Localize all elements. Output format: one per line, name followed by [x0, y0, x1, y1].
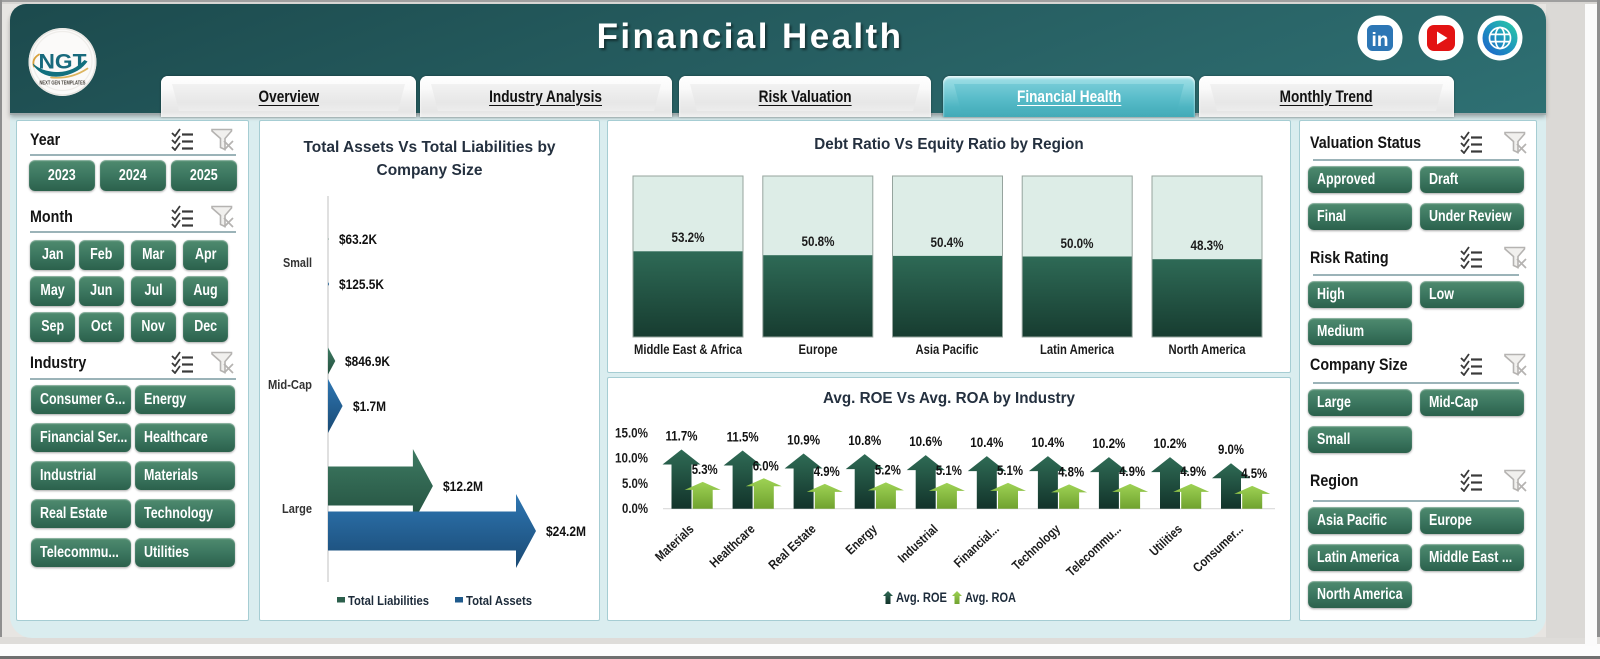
- svg-text:Small: Small: [283, 255, 312, 270]
- svg-text:50.8%: 50.8%: [802, 234, 835, 249]
- svg-text:5.0%: 5.0%: [622, 476, 648, 491]
- svg-text:53.2%: 53.2%: [672, 230, 705, 245]
- svg-text:5.1%: 5.1%: [936, 463, 962, 478]
- svg-text:4.9%: 4.9%: [1180, 464, 1206, 479]
- svg-text:$1.7M: $1.7M: [353, 399, 386, 414]
- svg-text:15.0%: 15.0%: [615, 425, 648, 440]
- svg-text:5.3%: 5.3%: [692, 462, 718, 477]
- svg-text:Energy: Energy: [842, 521, 880, 558]
- svg-text:6.0%: 6.0%: [753, 458, 779, 473]
- svg-text:$125.5K: $125.5K: [339, 277, 384, 292]
- svg-text:4.8%: 4.8%: [1058, 464, 1084, 479]
- svg-text:Middle East & Africa: Middle East & Africa: [634, 342, 742, 357]
- svg-text:North America: North America: [1169, 342, 1246, 357]
- svg-text:Utilities: Utilities: [1146, 521, 1185, 559]
- svg-text:4.5%: 4.5%: [1241, 466, 1267, 481]
- svg-text:4.9%: 4.9%: [1119, 464, 1145, 479]
- svg-text:50.0%: 50.0%: [1061, 236, 1094, 251]
- svg-text:Consumer...: Consumer...: [1190, 521, 1246, 575]
- svg-text:10.4%: 10.4%: [970, 435, 1003, 450]
- svg-text:10.9%: 10.9%: [787, 433, 820, 448]
- svg-text:Financial...: Financial...: [951, 521, 1002, 570]
- svg-text:Europe: Europe: [799, 342, 838, 357]
- svg-text:Total Liabilities: Total Liabilities: [348, 594, 429, 608]
- svg-text:NGT: NGT: [39, 51, 87, 74]
- svg-text:5.1%: 5.1%: [997, 463, 1023, 478]
- svg-text:Industrial: Industrial: [895, 521, 941, 565]
- svg-text:11.7%: 11.7%: [666, 429, 698, 444]
- svg-text:$63.2K: $63.2K: [339, 232, 377, 247]
- svg-text:10.4%: 10.4%: [1031, 435, 1064, 450]
- svg-text:0.0%: 0.0%: [622, 501, 648, 516]
- svg-text:Real Estate: Real Estate: [765, 521, 818, 572]
- svg-text:Telecommu...: Telecommu...: [1063, 521, 1124, 579]
- svg-text:Large: Large: [282, 501, 312, 516]
- svg-text:Healthcare: Healthcare: [706, 521, 757, 570]
- svg-text:NEXT GEN TEMPLATES: NEXT GEN TEMPLATES: [40, 81, 86, 87]
- svg-text:Technology: Technology: [1009, 521, 1064, 573]
- svg-text:Asia Pacific: Asia Pacific: [916, 342, 979, 357]
- svg-text:Latin America: Latin America: [1040, 342, 1114, 357]
- svg-text:11.5%: 11.5%: [727, 430, 759, 445]
- svg-text:Mid-Cap: Mid-Cap: [268, 377, 312, 392]
- svg-text:10.8%: 10.8%: [848, 433, 881, 448]
- svg-text:10.2%: 10.2%: [1092, 436, 1125, 451]
- svg-text:Avg. ROA: Avg. ROA: [965, 590, 1016, 605]
- svg-text:48.3%: 48.3%: [1191, 238, 1224, 253]
- svg-text:10.2%: 10.2%: [1154, 436, 1187, 451]
- svg-text:Materials: Materials: [652, 521, 697, 564]
- svg-text:$846.9K: $846.9K: [345, 354, 390, 369]
- svg-text:10.0%: 10.0%: [615, 451, 648, 466]
- svg-text:9.0%: 9.0%: [1218, 442, 1244, 457]
- svg-text:5.2%: 5.2%: [875, 462, 901, 477]
- svg-text:50.4%: 50.4%: [931, 235, 964, 250]
- svg-text:in: in: [1372, 30, 1389, 51]
- svg-text:$24.2M: $24.2M: [546, 524, 586, 539]
- svg-text:Avg. ROE: Avg. ROE: [896, 590, 947, 605]
- svg-text:4.9%: 4.9%: [814, 464, 840, 479]
- svg-text:10.6%: 10.6%: [909, 434, 942, 449]
- svg-text:Total Assets: Total Assets: [466, 594, 532, 608]
- svg-text:$12.2M: $12.2M: [443, 479, 483, 494]
